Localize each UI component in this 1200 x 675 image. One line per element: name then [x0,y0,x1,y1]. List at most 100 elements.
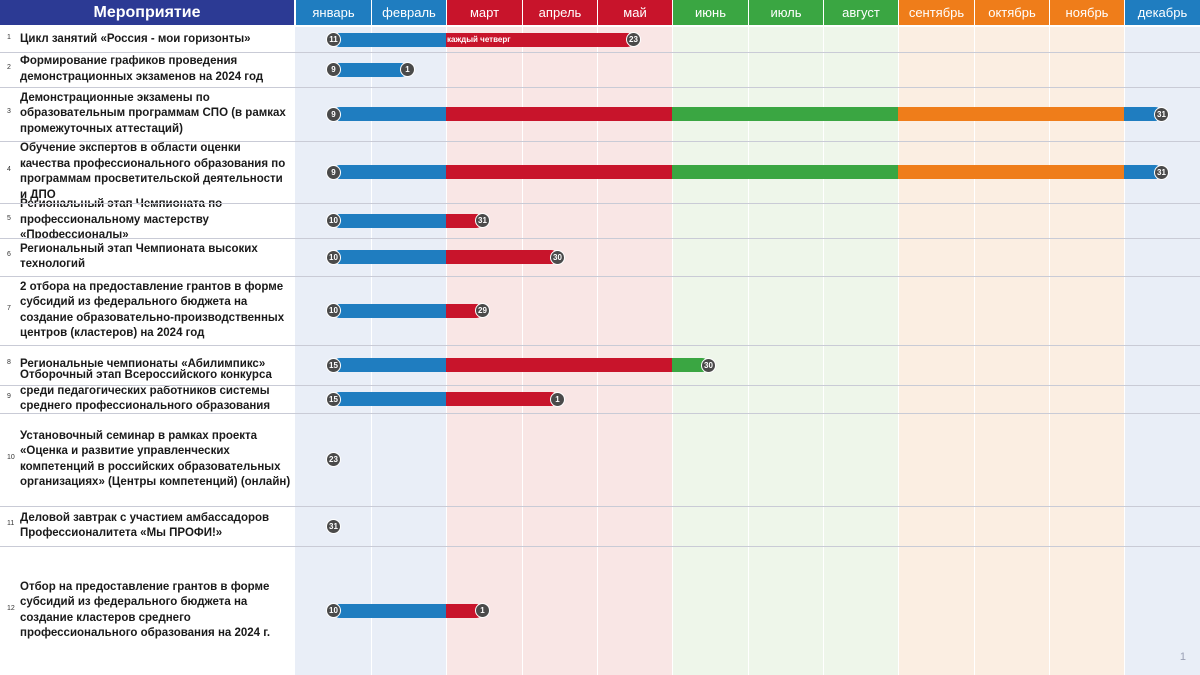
event-timeline-bar [333,392,558,406]
event-timeline-bar [333,358,709,372]
end-date-marker: 29 [475,303,490,318]
event-row: 6 Региональный этап Чемпионата высоких те… [0,238,1200,276]
event-label-cell [0,27,295,52]
month-november: ноябрь [1049,0,1124,25]
month-july: июль [748,0,823,25]
month-divider [672,27,673,675]
event-label-cell [0,345,295,385]
month-band [898,27,974,675]
month-march: март [446,0,522,25]
end-date-marker: 30 [701,357,716,373]
row-divider [0,546,1200,547]
month-band [522,27,597,675]
end-date-marker: 30 [550,249,565,265]
start-date-marker: 15 [326,391,341,407]
month-divider [898,27,899,675]
event-number: 6 [7,251,11,258]
event-number: 4 [7,166,11,173]
event-timeline-bar [333,603,483,618]
start-date-marker: 10 [326,303,341,318]
event-title: Цикл занятий «Россия - мои горизонты» [20,32,251,45]
month-divider [522,27,523,675]
event-number: 3 [7,108,11,115]
end-date-marker: 31 [475,213,490,228]
month-band [295,27,371,675]
event-timeline-bar [333,62,408,77]
row-divider [0,141,1200,142]
month-january: январь [295,0,371,25]
month-band [371,27,446,675]
event-label-cell [0,52,295,87]
month-august: август [823,0,898,25]
event-number: 2 [7,63,11,71]
end-date-marker: 31 [1154,164,1169,180]
bar-note: каждый четверг [447,34,511,44]
end-date-marker: 1 [550,391,565,407]
start-date-marker: 31 [326,518,341,534]
start-date-marker: 10 [326,213,341,228]
timeline-header: Мероприятие январь февраль март апрель м… [0,0,1200,25]
event-title: Формирование графиков проведения демонст… [20,55,264,83]
event-title: Региональный этап Чемпионата по професси… [20,198,223,242]
month-divider [446,27,447,675]
event-label-cell [0,385,295,413]
event-label-cell [0,413,295,506]
month-october: октябрь [974,0,1049,25]
event-number: 10 [7,453,15,461]
month-divider [823,27,824,675]
event-title: 2 отбора на предоставление грантов в фор… [20,280,285,340]
event-row: 4 Обучение экспертов в области оценки кач… [0,141,1200,203]
event-title: Обучение экспертов в области оценки каче… [20,142,286,201]
month-divider [371,27,372,675]
event-timeline-bar [333,165,1162,179]
event-number: 11 [7,520,15,527]
row-divider [0,87,1200,88]
event-title: Отборочный этап Всероссийского конкурса … [20,369,272,428]
start-date-marker: 9 [326,106,341,122]
month-divider [1049,27,1050,675]
event-timeline-bar [333,250,558,264]
row-divider [0,52,1200,53]
month-band [672,27,748,675]
month-divider [597,27,598,675]
month-may: май [597,0,672,25]
event-number: 7 [7,304,11,312]
start-date-marker: 15 [326,357,341,373]
row-divider [0,345,1200,346]
event-title: Региональный этап Чемпионата высоких тех… [20,242,258,271]
month-divider [1124,27,1125,675]
event-timeline-bar [333,32,634,47]
event-number: 1 [7,33,11,41]
event-row: 12 Отбор на предоставление грантов в форм… [0,546,1200,675]
month-february: февраль [371,0,446,25]
event-row: 3 Демонстрационные экзамены по образовате… [0,87,1200,141]
event-row: 5 Региональный этап Чемпионата по професс… [0,198,1200,242]
event-number: 5 [7,214,11,222]
row-divider [0,276,1200,277]
month-band [1049,27,1124,675]
start-date-marker: 10 [326,249,341,265]
event-row: 7 2 отбора на предоставление грантов в фо… [0,276,1200,345]
start-date-marker: 11 [326,32,341,47]
month-september: сентябрь [898,0,974,25]
month-band [597,27,672,675]
month-divider [974,27,975,675]
event-label-cell [0,506,295,546]
event-timeline-bar [333,213,483,228]
event-number: 9 [7,393,11,400]
month-band [748,27,823,675]
month-december: декабрь [1124,0,1200,25]
event-row: 9 Отборочный этап Всероссийского конкурса… [0,369,1200,428]
event-title: Региональные чемпионаты «Абилимпикс» [20,358,266,371]
event-row: 2 Формирование графиков проведения демонс… [0,52,1200,87]
start-date-marker: 9 [326,62,341,77]
end-date-marker: 23 [626,32,641,47]
page-number: 1 [1179,651,1186,663]
event-label-cell [0,238,295,276]
timeline-grid: 1 Цикл занятий «Россия - мои горизонты» ка… [0,27,1200,675]
event-label-cell [0,203,295,238]
month-divider [748,27,749,675]
event-title: Демонстрационные экзамены по образовател… [20,91,286,135]
event-timeline-bar [333,303,483,318]
event-number: 12 [7,604,15,612]
